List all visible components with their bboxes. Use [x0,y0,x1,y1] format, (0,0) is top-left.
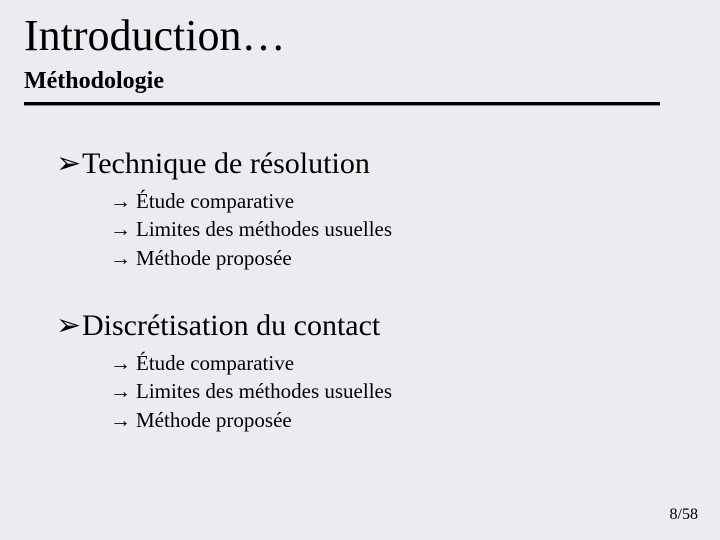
list-item-text: Limites des méthodes usuelles [136,215,392,243]
list-item-text: Limites des méthodes usuelles [136,377,392,405]
arrow-icon: → [110,349,136,377]
slide: Introduction… Méthodologie ➢ Technique d… [0,0,720,540]
list-item-text: Étude comparative [136,187,294,215]
arrow-icon: → [110,187,136,215]
slide-title: Introduction… [24,10,286,61]
section-items: → Étude comparative → Limites des méthod… [56,187,676,272]
section-heading: ➢ Technique de résolution [56,146,676,181]
list-item-text: Méthode proposée [136,244,292,272]
slide-subtitle: Méthodologie [24,68,164,95]
arrow-icon: → [110,406,136,434]
section-heading-text: Technique de résolution [82,147,370,181]
title-rule [24,102,660,106]
chevron-icon: ➢ [56,146,82,181]
section-heading: ➢ Discrétisation du contact [56,308,676,343]
page-total: 58 [682,506,698,523]
list-item-text: Méthode proposée [136,406,292,434]
page-current: 8 [670,506,678,523]
section-items: → Étude comparative → Limites des méthod… [56,349,676,434]
section-discretisation: ➢ Discrétisation du contact → Étude comp… [56,308,676,434]
list-item: → Étude comparative [110,187,676,215]
arrow-icon: → [110,215,136,243]
section-heading-text: Discrétisation du contact [82,309,380,343]
page-number: 8/58 [670,506,698,524]
content-area: ➢ Technique de résolution → Étude compar… [56,146,676,470]
list-item: → Limites des méthodes usuelles [110,377,676,405]
list-item: → Limites des méthodes usuelles [110,215,676,243]
list-item: → Étude comparative [110,349,676,377]
arrow-icon: → [110,244,136,272]
list-item-text: Étude comparative [136,349,294,377]
chevron-icon: ➢ [56,308,82,343]
list-item: → Méthode proposée [110,244,676,272]
list-item: → Méthode proposée [110,406,676,434]
section-technique: ➢ Technique de résolution → Étude compar… [56,146,676,272]
arrow-icon: → [110,377,136,405]
